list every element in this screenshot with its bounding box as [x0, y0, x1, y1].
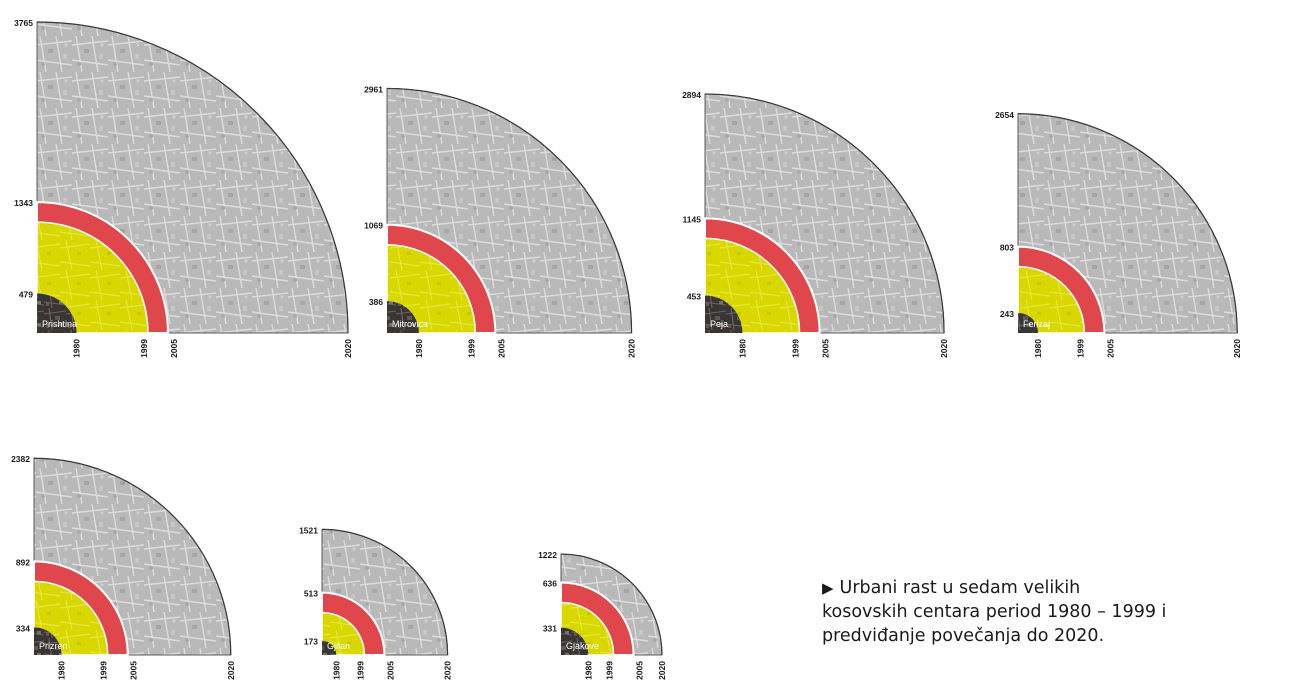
value-label-prizren-2020: 2382 — [11, 454, 30, 464]
outline-2020-mitrovica — [386, 87, 633, 334]
value-label-mitrovica-2020: 2961 — [364, 84, 383, 94]
year-label-mitrovica-2005: 2005 — [496, 339, 506, 358]
value-label-gjakove-1980: 331 — [543, 624, 557, 634]
year-label-mitrovica-1980: 1980 — [414, 339, 424, 358]
value-label-gjilan-2020: 1521 — [299, 525, 318, 535]
year-label-gjilan-2005: 2005 — [385, 661, 395, 680]
year-label-gjilan-1980: 1980 — [331, 661, 341, 680]
value-label-ferizaj-2020: 2654 — [995, 110, 1014, 120]
year-label-peja-1999: 1999 — [791, 339, 801, 358]
ring-1999-gjilan — [321, 611, 366, 656]
year-label-gjilan-1999: 1999 — [355, 661, 365, 680]
caption-text-1: Urbani rast u sedam velikih — [839, 578, 1081, 598]
figure-caption: ▶ Urbani rast u sedam velikih kosovskih c… — [822, 576, 1262, 648]
value-label-mitrovica-1999: 1069 — [364, 221, 383, 231]
year-label-gjilan-2020: 2020 — [443, 661, 453, 680]
value-label-peja-1980: 453 — [687, 292, 701, 302]
outline-2020-prishtina — [36, 21, 349, 334]
year-label-ferizaj-2005: 2005 — [1105, 339, 1115, 358]
panel-peja: Peja 453 1145 2894 1980 1999 2005 2020 — [682, 90, 949, 358]
year-label-prishtina-1999: 1999 — [139, 339, 149, 358]
value-label-prizren-1980: 334 — [16, 623, 30, 633]
panel-gjilan: Gjilan 173 513 1521 1980 1999 2005 2020 — [299, 525, 453, 680]
year-label-prishtina-1980: 1980 — [72, 339, 82, 358]
city-name-prishtina: Prishtina — [42, 319, 77, 329]
caption-line-1: ▶ Urbani rast u sedam velikih — [822, 576, 1262, 600]
city-name-gjakove: Gjakove — [566, 641, 599, 651]
value-label-peja-2020: 2894 — [682, 90, 701, 100]
city-name-gjilan: Gjilan — [327, 641, 350, 651]
value-label-prizren-1999: 892 — [16, 557, 30, 567]
value-label-gjilan-1980: 173 — [304, 637, 318, 647]
value-label-mitrovica-1980: 386 — [369, 297, 383, 307]
panel-ferizaj: Ferizaj 243 803 2654 1980 1999 2005 2020 — [995, 110, 1242, 358]
value-label-gjakove-2020: 1222 — [538, 550, 557, 560]
panel-prishtina: Prishtina 479 1343 3765 1980 1999 2005 2020 — [14, 18, 353, 358]
value-label-gjakove-1999: 636 — [543, 578, 557, 588]
ring-1999-ferizaj — [1017, 265, 1086, 334]
core-1980-ferizaj — [1018, 312, 1039, 333]
core-1980-gjilan — [322, 640, 337, 655]
core-1980-gjakove — [561, 627, 589, 655]
year-label-gjakove-2005: 2005 — [635, 661, 645, 680]
panel-gjakove: Gjakove 331 636 1222 1980 1999 2005 2020 — [538, 550, 667, 680]
year-label-prizren-2005: 2005 — [129, 661, 139, 680]
outline-2020-gjakove — [560, 553, 663, 656]
core-1980-prishtina — [37, 293, 77, 333]
caption-line-3: predviđanje povečanja do 2020. — [822, 626, 1105, 646]
outline-2020-peja — [704, 93, 945, 334]
value-label-ferizaj-1980: 243 — [1000, 309, 1014, 319]
year-label-peja-1980: 1980 — [737, 339, 747, 358]
year-label-mitrovica-1999: 1999 — [466, 339, 476, 358]
city-name-mitrovica: Mitrovica — [392, 319, 428, 329]
outline-2020-prizren — [33, 457, 232, 656]
value-label-ferizaj-1999: 803 — [1000, 243, 1014, 253]
year-label-peja-2005: 2005 — [821, 339, 831, 358]
value-label-prishtina-1999: 1343 — [14, 198, 33, 208]
outline-2020-gjilan — [321, 528, 449, 656]
year-label-mitrovica-2020: 2020 — [627, 339, 637, 358]
year-label-ferizaj-1980: 1980 — [1033, 339, 1043, 358]
year-label-gjakove-1999: 1999 — [605, 661, 615, 680]
year-label-prishtina-2005: 2005 — [169, 339, 179, 358]
value-label-gjilan-1999: 513 — [304, 589, 318, 599]
year-label-ferizaj-2020: 2020 — [1232, 339, 1242, 358]
city-name-prizren: Prizren — [39, 641, 68, 651]
year-label-prizren-1980: 1980 — [57, 661, 67, 680]
core-1980-mitrovica — [387, 301, 419, 333]
year-label-gjakove-2020: 2020 — [657, 661, 667, 680]
value-label-peja-1999: 1145 — [683, 214, 702, 224]
outline-2020-ferizaj — [1017, 113, 1238, 334]
value-label-prishtina-1980: 479 — [19, 289, 33, 299]
caption-line-2: kosovskih centara period 1980 – 1999 i — [822, 602, 1167, 622]
year-label-prizren-2020: 2020 — [226, 661, 236, 680]
year-label-prizren-1999: 1999 — [99, 661, 109, 680]
year-label-peja-2020: 2020 — [939, 339, 949, 358]
panel-prizren: Prizren 334 892 2382 1980 1999 2005 2020 — [11, 454, 236, 680]
city-name-ferizaj: Ferizaj — [1023, 319, 1050, 329]
city-name-peja: Peja — [710, 319, 728, 329]
caption-marker-icon: ▶ — [822, 579, 834, 597]
core-1980-peja — [705, 295, 743, 333]
core-1980-prizren — [34, 627, 62, 655]
value-label-prishtina-2020: 3765 — [14, 18, 33, 28]
year-label-ferizaj-1999: 1999 — [1075, 339, 1085, 358]
year-label-gjakove-1980: 1980 — [583, 661, 593, 680]
panel-mitrovica: Mitrovica 386 1069 2961 1980 1999 2005 2020 — [364, 84, 637, 358]
year-label-prishtina-2020: 2020 — [343, 339, 353, 358]
